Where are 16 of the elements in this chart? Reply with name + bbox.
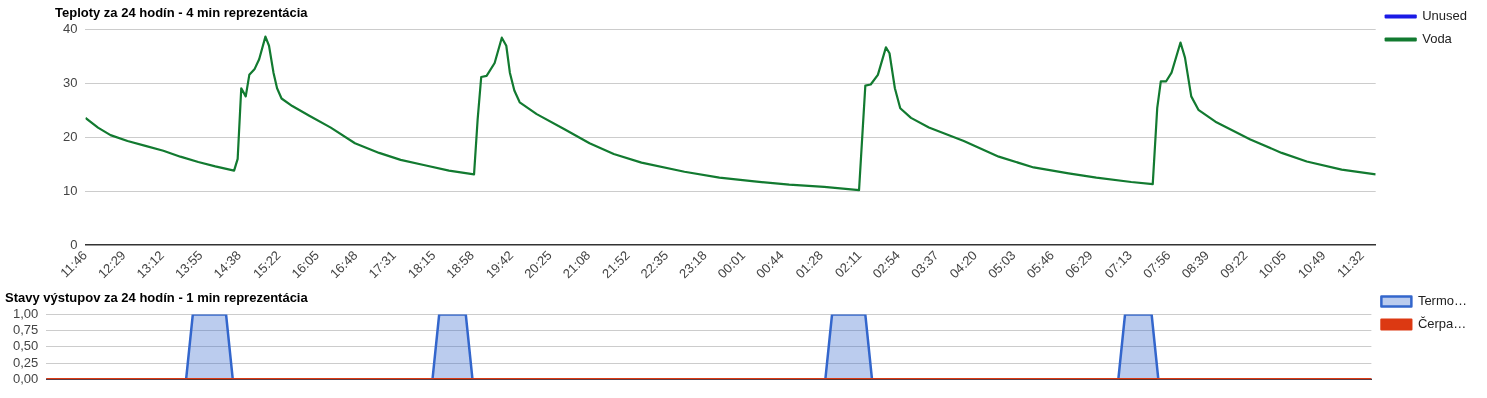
legend-label: Unused <box>1422 8 1467 24</box>
y-tick-label: 10 <box>62 182 78 198</box>
y-tick-label: 0 <box>70 236 78 252</box>
y-tick-label: 1,00 <box>12 306 39 322</box>
y-tick-label: 30 <box>62 75 78 91</box>
y-tick-label: 0,00 <box>12 370 39 386</box>
legend-label: Voda <box>1422 31 1453 47</box>
y-tick-label: 0,50 <box>12 338 39 354</box>
y-tick-label: 0,75 <box>12 322 39 338</box>
legend-label: Čerpa… <box>1417 316 1467 332</box>
y-tick-label: 40 <box>62 21 78 37</box>
y-tick-label: 0,25 <box>12 354 39 370</box>
y-tick-label: 20 <box>62 128 78 144</box>
chart-title: Teploty za 24 hodín - 4 min reprezentácia <box>55 5 309 21</box>
legend-label: Termo… <box>1417 293 1468 309</box>
chart-title: Stavy výstupov za 24 hodín - 1 min reprezentácia <box>5 290 309 306</box>
